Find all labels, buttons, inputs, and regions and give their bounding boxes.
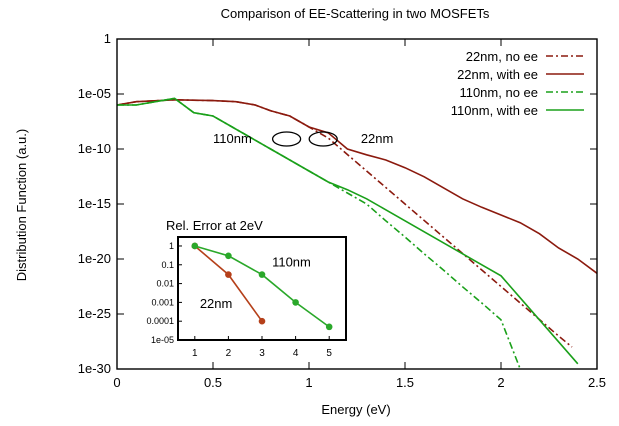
inset-series-label: 110nm	[272, 255, 311, 270]
y-tick-label: 1e-20	[78, 251, 111, 266]
inset-point	[292, 299, 299, 306]
inset-point	[225, 252, 232, 260]
x-tick-label: 1.5	[396, 375, 414, 390]
chart-title: Comparison of EE-Scattering in two MOSFE…	[221, 6, 490, 21]
y-tick-label: 1e-25	[78, 306, 111, 321]
annotation-label: 110nm	[213, 131, 252, 146]
inset-x-tick-label: 4	[293, 348, 299, 359]
annotations: 110nm 22nm	[213, 131, 394, 147]
inset-chart: Rel. Error at 2eV 1 2 3 4 5 1e-05 0.0001 0.001 0…	[146, 218, 347, 359]
inset-y-tick-label: 1	[169, 241, 174, 251]
plot-frame	[116, 38, 598, 370]
annotation-ellipse	[308, 131, 338, 147]
y-tick-label: 1	[104, 31, 111, 46]
y-tick-label: 1e-05	[78, 86, 111, 101]
axis-ticks: 0 0.5 1 1.5 2 2.5 1e-30 1e-25 1e-20 1e-15 1e-10 1e-…	[78, 31, 606, 390]
inset-x-tick-label: 2	[226, 348, 232, 359]
x-tick-label: 1	[305, 375, 312, 390]
x-tick-label: 2.5	[588, 375, 606, 390]
y-tick-label: 1e-30	[78, 361, 111, 376]
legend-label: 110nm, no ee	[459, 85, 538, 100]
inset-x-tick-label: 1	[192, 348, 198, 359]
series-line-1	[117, 98, 597, 274]
inset-title: Rel. Error at 2eV	[166, 218, 263, 233]
plot-lines	[117, 97, 597, 369]
inset-series-label: 22nm	[200, 296, 233, 311]
inset-y-tick-label: 0.1	[161, 260, 174, 270]
y-axis-label: Distribution Function (a.u.)	[14, 129, 29, 281]
annotation-ellipse	[271, 131, 302, 147]
x-tick-label: 2	[497, 375, 504, 390]
annotation-label: 22nm	[361, 131, 394, 146]
y-tick-label: 1e-15	[78, 196, 111, 211]
inset-y-tick-label: 1e-05	[151, 335, 174, 345]
legend-label: 110nm, with ee	[451, 103, 538, 118]
legend-label: 22nm, with ee	[457, 67, 538, 82]
inset-point	[258, 317, 266, 325]
inset-point	[225, 271, 232, 278]
legend: 22nm, no ee 22nm, with ee 110nm, no ee 110n…	[451, 49, 584, 118]
inset-y-tick-label: 0.001	[151, 297, 174, 307]
inset-y-tick-label: 0.0001	[146, 316, 174, 326]
y-tick-label: 1e-10	[78, 141, 111, 156]
inset-point	[191, 242, 199, 250]
inset-y-tick-label: 0.01	[156, 279, 174, 289]
x-tick-label: 0.5	[204, 375, 222, 390]
inset-x-tick-label: 3	[259, 348, 265, 359]
series-line-3	[117, 97, 579, 365]
inset-x-tick-label: 5	[326, 348, 332, 359]
inset-point	[258, 271, 266, 278]
x-tick-label: 0	[113, 375, 120, 390]
x-axis-label: Energy (eV)	[321, 402, 390, 417]
inset-point	[325, 323, 333, 331]
legend-label: 22nm, no ee	[466, 49, 538, 64]
